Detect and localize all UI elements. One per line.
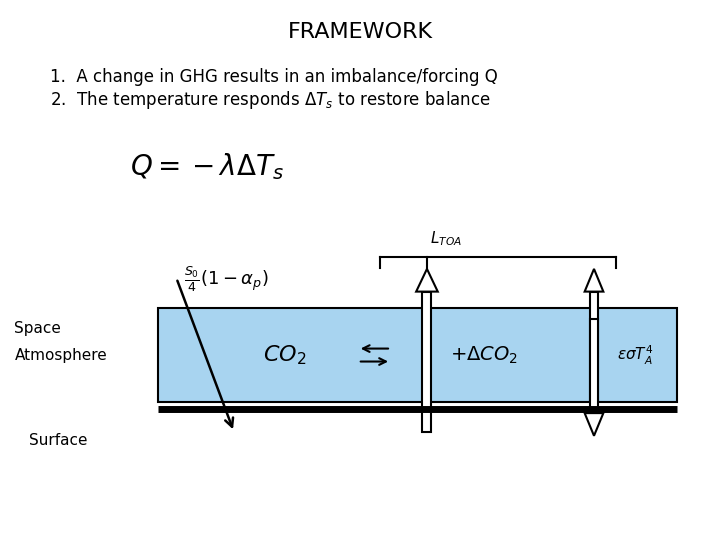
Text: $+\Delta CO_2$: $+\Delta CO_2$ <box>450 345 518 366</box>
Text: $Q = -\lambda\Delta T_s$: $Q = -\lambda\Delta T_s$ <box>130 151 284 182</box>
Bar <box>158 308 677 402</box>
Bar <box>590 319 598 413</box>
Polygon shape <box>585 269 603 292</box>
Text: 1.  A change in GHG results in an imbalance/forcing Q: 1. A change in GHG results in an imbalan… <box>50 68 498 85</box>
Bar <box>423 292 431 432</box>
Text: 2.  The temperature responds $\Delta T_s$ to restore balance: 2. The temperature responds $\Delta T_s$… <box>50 89 491 111</box>
Bar <box>590 292 598 401</box>
Polygon shape <box>416 269 438 292</box>
Text: FRAMEWORK: FRAMEWORK <box>287 22 433 42</box>
Text: $L_{TOA}$: $L_{TOA}$ <box>431 230 462 248</box>
Text: $\frac{S_0}{4}(1-\alpha_p)$: $\frac{S_0}{4}(1-\alpha_p)$ <box>184 265 269 294</box>
Text: $\varepsilon\sigma T_A^4$: $\varepsilon\sigma T_A^4$ <box>617 343 653 367</box>
Text: Space: Space <box>14 321 61 336</box>
Text: Surface: Surface <box>29 433 87 448</box>
Text: Atmosphere: Atmosphere <box>14 348 107 362</box>
Polygon shape <box>585 413 603 436</box>
Text: $CO_2$: $CO_2$ <box>263 343 306 367</box>
